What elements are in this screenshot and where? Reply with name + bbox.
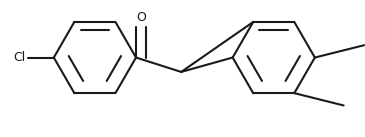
Text: O: O: [136, 11, 146, 24]
Text: Cl: Cl: [13, 51, 25, 64]
